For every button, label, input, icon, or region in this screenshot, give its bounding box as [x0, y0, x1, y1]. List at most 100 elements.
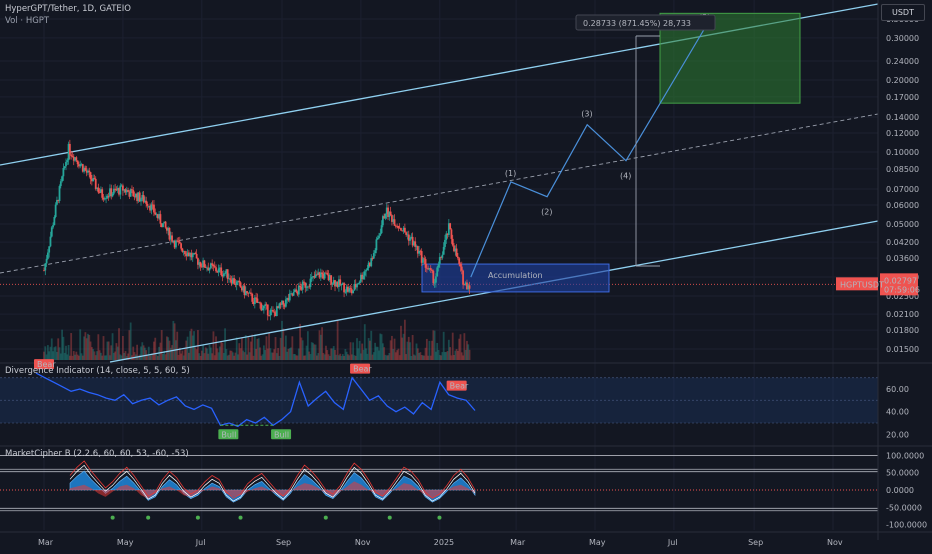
- volume-bar: [389, 340, 392, 360]
- candle-body: [112, 188, 115, 194]
- volume-bar: [447, 339, 450, 360]
- time-axis: Mar May Jul Sep Nov 2025 Mar May Jul Sep Nov: [0, 531, 932, 547]
- candle-body: [115, 189, 118, 191]
- volume-bar: [71, 355, 74, 360]
- candle-body: [284, 299, 287, 307]
- volume-bar: [453, 355, 455, 360]
- candle-body: [83, 167, 85, 172]
- volume-bar: [92, 349, 95, 360]
- volume-bar: [61, 329, 64, 360]
- volume-bar: [233, 355, 236, 360]
- candle-body: [455, 248, 458, 257]
- candle-body: [323, 272, 326, 279]
- volume-bar: [246, 354, 248, 360]
- candle-body: [207, 267, 210, 271]
- volume-bar: [154, 337, 157, 360]
- volume-bar: [323, 354, 326, 360]
- candle-body: [427, 268, 430, 270]
- mc-buy-dot: [437, 515, 442, 520]
- volume-bar: [229, 350, 232, 360]
- volume-bar: [54, 346, 57, 360]
- time-tick-label: Mar: [510, 538, 526, 547]
- candle-body: [93, 178, 96, 179]
- candle-body: [379, 233, 382, 236]
- volume-bar: [398, 355, 401, 360]
- volume-bar: [317, 353, 320, 360]
- candle-body: [68, 143, 71, 155]
- volume-bar: [304, 355, 307, 360]
- volume-bar: [103, 355, 106, 360]
- candle-body: [160, 223, 163, 228]
- price-tick-label: 0.02100: [886, 310, 919, 319]
- volume-bar: [84, 332, 87, 360]
- currency-button[interactable]: USDT: [881, 4, 925, 21]
- volume-bar: [235, 337, 238, 360]
- volume-bar: [392, 349, 395, 360]
- volume-bar: [240, 337, 243, 360]
- volume-bar: [253, 334, 256, 360]
- candle-body: [89, 172, 92, 179]
- volume-bar: [414, 355, 417, 360]
- volume-bar: [277, 348, 280, 360]
- candle-body: [266, 304, 269, 316]
- volume-bar: [366, 353, 369, 360]
- volume-bar: [97, 334, 100, 360]
- candle-body: [177, 240, 180, 242]
- candle-body: [352, 290, 355, 294]
- candle-body: [200, 266, 203, 268]
- symbol-tag: [836, 277, 878, 291]
- candle-body: [347, 286, 349, 292]
- volume-bar: [403, 319, 406, 360]
- candle-body: [250, 292, 252, 294]
- candle-body: [54, 204, 57, 217]
- volume-bar: [357, 348, 360, 360]
- time-tick-label: Nov: [355, 538, 371, 547]
- volume-bar: [295, 355, 298, 360]
- candle-body: [349, 288, 352, 290]
- wave-label: (2): [541, 208, 552, 217]
- volume-bar: [353, 355, 356, 360]
- mc-buy-dot: [195, 515, 200, 520]
- volume-bar: [396, 350, 399, 360]
- candle-body: [225, 269, 228, 274]
- candle-body: [449, 223, 452, 230]
- volume-bar: [420, 355, 423, 360]
- candle-body: [63, 166, 66, 169]
- candle-body: [424, 259, 427, 268]
- time-tick-label: Mar: [38, 538, 54, 547]
- volume-bar: [381, 343, 384, 360]
- price-countdown: 07:59:06: [884, 285, 920, 294]
- volume-bar: [284, 335, 287, 360]
- candle-body: [45, 258, 48, 264]
- volume-bar: [180, 353, 183, 360]
- candle-body: [65, 161, 67, 167]
- candle-body: [299, 285, 302, 288]
- volume-bar: [156, 355, 159, 360]
- candle-body: [255, 297, 258, 299]
- volume-bar: [269, 348, 272, 360]
- candle-body: [433, 282, 436, 284]
- volume-bar: [287, 348, 290, 360]
- volume-bar: [225, 349, 228, 360]
- volume-bar: [56, 351, 58, 360]
- volume-bar: [370, 330, 373, 360]
- volume-bar: [138, 354, 141, 360]
- volume-bar: [374, 342, 377, 360]
- volume-bar: [202, 345, 204, 360]
- candle-body: [354, 284, 357, 288]
- candle-body: [318, 272, 321, 278]
- candle-body: [106, 195, 109, 198]
- candle-body: [394, 225, 397, 227]
- volume-bar: [330, 348, 333, 360]
- candle-body: [71, 155, 74, 157]
- volume-bar: [159, 342, 162, 360]
- volume-bar: [199, 355, 202, 360]
- candles: [43, 139, 471, 321]
- candle-body: [97, 187, 100, 193]
- candle-body: [159, 214, 162, 224]
- candle-body: [57, 199, 60, 201]
- volume-bar: [163, 350, 166, 360]
- candle-body: [336, 282, 339, 287]
